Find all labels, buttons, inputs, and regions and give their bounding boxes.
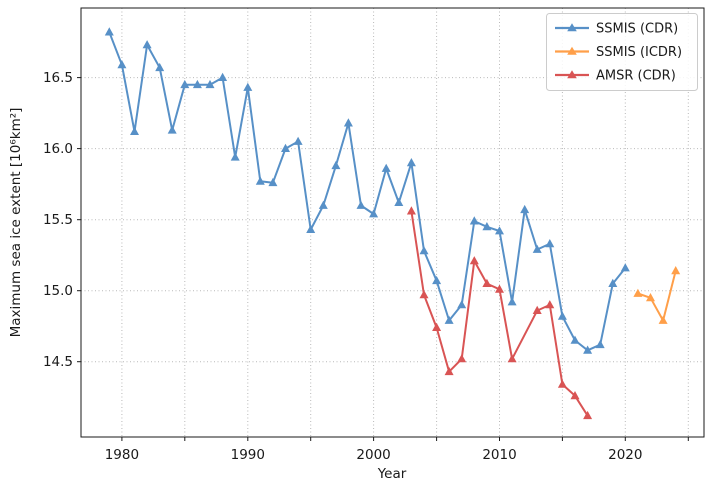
data-point-marker-amsr-cdr: [495, 284, 504, 293]
data-point-marker-ssmis-cdr: [495, 226, 504, 235]
legend-label: AMSR (CDR): [596, 69, 676, 84]
triangle-marker-icon: [567, 23, 577, 32]
legend-box: [546, 13, 698, 91]
data-point-marker-ssmis-cdr: [255, 176, 265, 185]
data-point-marker-ssmis-cdr: [205, 79, 215, 89]
x-axis-label: Year: [377, 466, 407, 482]
data-point-marker-ssmis-cdr: [180, 79, 190, 89]
y-tick-label: 14.5: [43, 354, 73, 370]
data-point-marker-ssmis-cdr: [620, 263, 630, 272]
data-point-marker-amsr-cdr: [444, 366, 454, 376]
data-point-marker-ssmis-cdr: [268, 177, 278, 187]
legend-item-ssmis-cdr: SSMIS (CDR): [555, 22, 678, 37]
x-tick-label: 2010: [482, 447, 516, 463]
data-point-marker-ssmis-cdr: [306, 224, 316, 233]
data-point-marker-ssmis-cdr: [192, 79, 202, 89]
legend: SSMIS (CDR) SSMIS (ICDR) AMSR (CDR): [546, 13, 698, 91]
data-point-marker-ssmis-cdr: [218, 72, 228, 81]
data-point-marker-ssmis-cdr: [142, 40, 152, 49]
data-point-marker-ssmis-cdr: [356, 200, 366, 209]
data-point-marker-ssmis-cdr: [343, 118, 353, 127]
plot-area: 1980 1990 2000 2010 2020 14.5 15.0 15.5 16.0 16.5: [43, 7, 705, 463]
data-point-marker-ssmis-cdr: [444, 315, 454, 324]
data-point-marker-ssmis-cdr: [507, 297, 517, 306]
data-point-marker-amsr-cdr: [570, 391, 580, 400]
data-point-marker-amsr-cdr: [457, 354, 467, 363]
data-point-marker-ssmis-cdr: [608, 278, 618, 287]
y-tick-label: 16.5: [43, 70, 73, 86]
legend-label: SSMIS (ICDR): [596, 45, 682, 60]
legend-item-ssmis-icdr: SSMIS (ICDR): [555, 45, 682, 60]
series-line-ssmis-icdr: [636, 269, 677, 322]
data-point-marker-ssmis-cdr: [230, 152, 240, 161]
data-point-marker-ssmis-cdr: [155, 62, 165, 72]
data-point-marker-amsr-cdr: [545, 300, 555, 309]
series-line-amsr-cdr: [410, 210, 589, 417]
data-point-marker-amsr-cdr: [406, 206, 416, 215]
data-point-marker-ssmis-cdr: [419, 246, 429, 255]
data-point-marker-ssmis-cdr: [331, 160, 341, 170]
data-point-marker-ssmis-cdr: [293, 136, 303, 145]
data-point-marker-ssmis-icdr: [633, 288, 643, 297]
data-point-marker-ssmis-cdr: [243, 82, 253, 91]
data-point-marker-amsr-cdr: [507, 354, 517, 363]
data-point-marker-ssmis-cdr: [432, 275, 442, 285]
x-tick-label: 2020: [608, 447, 642, 463]
data-point-marker-ssmis-cdr: [381, 163, 391, 172]
data-point-marker-ssmis-cdr: [583, 345, 593, 354]
triangle-marker-icon: [567, 46, 577, 55]
data-point-marker-ssmis-cdr: [318, 200, 328, 209]
data-point-marker-ssmis-cdr: [469, 216, 479, 225]
data-point-marker-ssmis-cdr: [406, 158, 416, 167]
data-point-marker-amsr-cdr: [432, 322, 442, 331]
data-point-marker-ssmis-cdr: [369, 209, 379, 218]
legend-label: SSMIS (CDR): [596, 22, 678, 37]
data-point-marker-ssmis-cdr: [281, 143, 290, 152]
data-point-marker-ssmis-cdr: [545, 239, 555, 248]
y-axis-label: Maximum sea ice extent [10⁶km²]: [8, 108, 24, 338]
data-point-marker-ssmis-cdr: [117, 60, 127, 69]
data-point-marker-ssmis-cdr: [570, 335, 580, 344]
data-point-marker-ssmis-icdr: [671, 266, 681, 275]
data-point-marker-ssmis-cdr: [457, 300, 467, 309]
legend-item-amsr-cdr: AMSR (CDR): [555, 69, 676, 84]
y-tick-label: 15.0: [43, 283, 73, 299]
plot-border: [80, 7, 705, 438]
x-tick-label: 1980: [105, 447, 139, 463]
data-point-marker-ssmis-cdr: [520, 204, 530, 214]
y-tick-label: 15.5: [43, 212, 73, 228]
data-point-marker-ssmis-cdr: [394, 197, 404, 206]
data-point-marker-ssmis-cdr: [557, 311, 567, 320]
data-point-marker-amsr-cdr: [532, 305, 542, 314]
data-point-marker-ssmis-cdr: [482, 222, 492, 231]
data-point-marker-ssmis-cdr: [104, 27, 114, 36]
x-tick-label: 2000: [356, 447, 390, 463]
triangle-marker-icon: [567, 70, 577, 79]
data-point-marker-amsr-cdr: [469, 256, 479, 265]
data-point-marker-amsr-cdr: [557, 379, 567, 388]
y-tick-label: 16.0: [43, 141, 73, 157]
data-point-marker-ssmis-cdr: [532, 244, 542, 253]
data-point-marker-ssmis-cdr: [130, 126, 139, 135]
data-point-marker-ssmis-icdr: [658, 315, 668, 324]
data-point-marker-amsr-cdr: [583, 410, 593, 420]
data-point-marker-ssmis-cdr: [595, 339, 605, 349]
data-point-marker-amsr-cdr: [482, 278, 492, 287]
data-point-marker-ssmis-icdr: [646, 293, 655, 302]
x-tick-label: 1990: [231, 447, 265, 463]
data-point-marker-amsr-cdr: [419, 290, 429, 299]
data-point-marker-ssmis-cdr: [167, 125, 177, 134]
